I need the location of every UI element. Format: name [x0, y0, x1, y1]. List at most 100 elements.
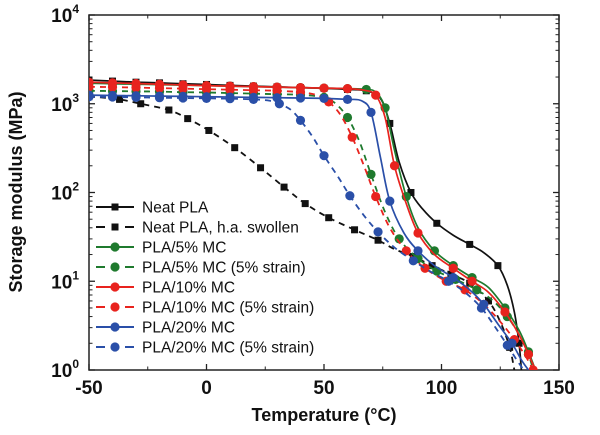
data-point [528, 365, 538, 370]
legend-marker [110, 262, 120, 272]
data-point [154, 83, 165, 93]
data-point [523, 349, 534, 359]
data-point [345, 191, 355, 201]
data-point [89, 82, 94, 92]
legend-label: PLA/20% MC [142, 320, 235, 337]
data-point [225, 85, 235, 95]
data-point [295, 115, 306, 125]
legend-marker [110, 322, 120, 332]
y-tick-label: 102 [51, 180, 79, 205]
data-point [394, 234, 404, 244]
x-tick-label: 0 [201, 378, 212, 399]
data-point [443, 276, 454, 286]
data-point [448, 263, 458, 273]
series-pla-20-mc-5-strain [89, 92, 525, 370]
data-point [116, 95, 124, 103]
data-point [319, 93, 329, 103]
data-point [515, 339, 523, 347]
data-point [205, 126, 213, 134]
data-point [178, 84, 188, 94]
data-point [131, 83, 141, 93]
data-point [295, 93, 306, 103]
data-point [107, 82, 118, 92]
x-tick-label: 50 [313, 378, 334, 399]
y-tick-label: 103 [51, 91, 79, 116]
data-point [274, 99, 284, 109]
legend-marker [110, 242, 120, 252]
legend-label: PLA/5% MC [142, 240, 226, 257]
legend-marker [110, 342, 120, 352]
data-point [500, 307, 510, 317]
data-point [389, 161, 400, 171]
series-layer [89, 76, 538, 370]
legend-label: Neat PLA [142, 200, 209, 217]
legend-label: PLA/10% MC [142, 280, 235, 297]
data-point [184, 115, 192, 123]
data-point [272, 86, 282, 96]
data-point [178, 93, 188, 103]
data-point [225, 94, 235, 104]
legend-item-pla-20-mc: PLA/20% MC [96, 320, 235, 337]
data-point [154, 93, 165, 103]
data-point [428, 262, 436, 270]
data-point [342, 84, 353, 94]
legend-item-pla-5-mc-5-strain: PLA/5% MC (5% strain) [96, 260, 306, 277]
legend-marker [111, 203, 119, 211]
data-point [420, 263, 430, 273]
data-point [385, 196, 395, 206]
legend-item-pla-20-mc-5-strain: PLA/20% MC (5% strain) [96, 340, 314, 357]
data-point [347, 132, 357, 142]
data-point [319, 83, 329, 93]
legend-label: PLA/20% MC (5% strain) [142, 340, 314, 357]
data-point [248, 94, 259, 104]
data-point [413, 246, 423, 256]
data-point [131, 92, 141, 102]
y-tick-label: 100 [51, 357, 79, 382]
legend-marker [111, 223, 119, 231]
data-point [201, 93, 212, 103]
legend-label: PLA/5% MC (5% strain) [142, 260, 306, 277]
data-point [257, 164, 265, 172]
series-line [89, 89, 535, 370]
y-tick-label: 104 [51, 2, 79, 27]
y-tick-label: 101 [51, 268, 79, 293]
data-point [466, 240, 474, 248]
data-point [373, 227, 383, 237]
data-point [476, 303, 487, 313]
legend: Neat PLA Neat PLA, h.a. swollen PLA/5% MC P… [96, 200, 314, 357]
data-point [201, 84, 212, 94]
data-point [319, 151, 329, 161]
data-point [502, 340, 512, 350]
data-point [386, 119, 394, 127]
data-point [413, 228, 423, 238]
data-point [107, 92, 118, 102]
data-point [407, 189, 415, 196]
legend-item-neat-pla-h-a-swollen: Neat PLA, h.a. swollen [96, 220, 299, 237]
data-point [137, 100, 145, 108]
y-axis-title: Storage modulus (MPa) [6, 91, 26, 292]
data-point [401, 246, 411, 256]
data-point [165, 106, 173, 114]
data-point [371, 191, 381, 202]
legend-item-neat-pla: Neat PLA [96, 200, 209, 217]
legend-marker [110, 282, 120, 292]
data-point [366, 169, 376, 179]
data-point [89, 92, 94, 102]
data-point [485, 297, 492, 305]
data-point [280, 183, 288, 191]
data-point [231, 144, 239, 152]
plot-frame [88, 14, 560, 371]
data-point [325, 214, 333, 222]
legend-label: PLA/10% MC (5% strain) [142, 300, 314, 317]
data-point [342, 112, 353, 123]
legend-item-pla-10-mc-5-strain: PLA/10% MC (5% strain) [96, 300, 314, 317]
data-point [494, 262, 502, 270]
data-point [374, 236, 382, 244]
data-point [366, 107, 376, 117]
data-point [351, 226, 359, 234]
legend-label: Neat PLA, h.a. swollen [142, 220, 299, 237]
x-tick-label: 100 [426, 378, 458, 399]
legend-marker [110, 302, 120, 312]
x-axis-title: Temperature (°C) [252, 405, 397, 425]
